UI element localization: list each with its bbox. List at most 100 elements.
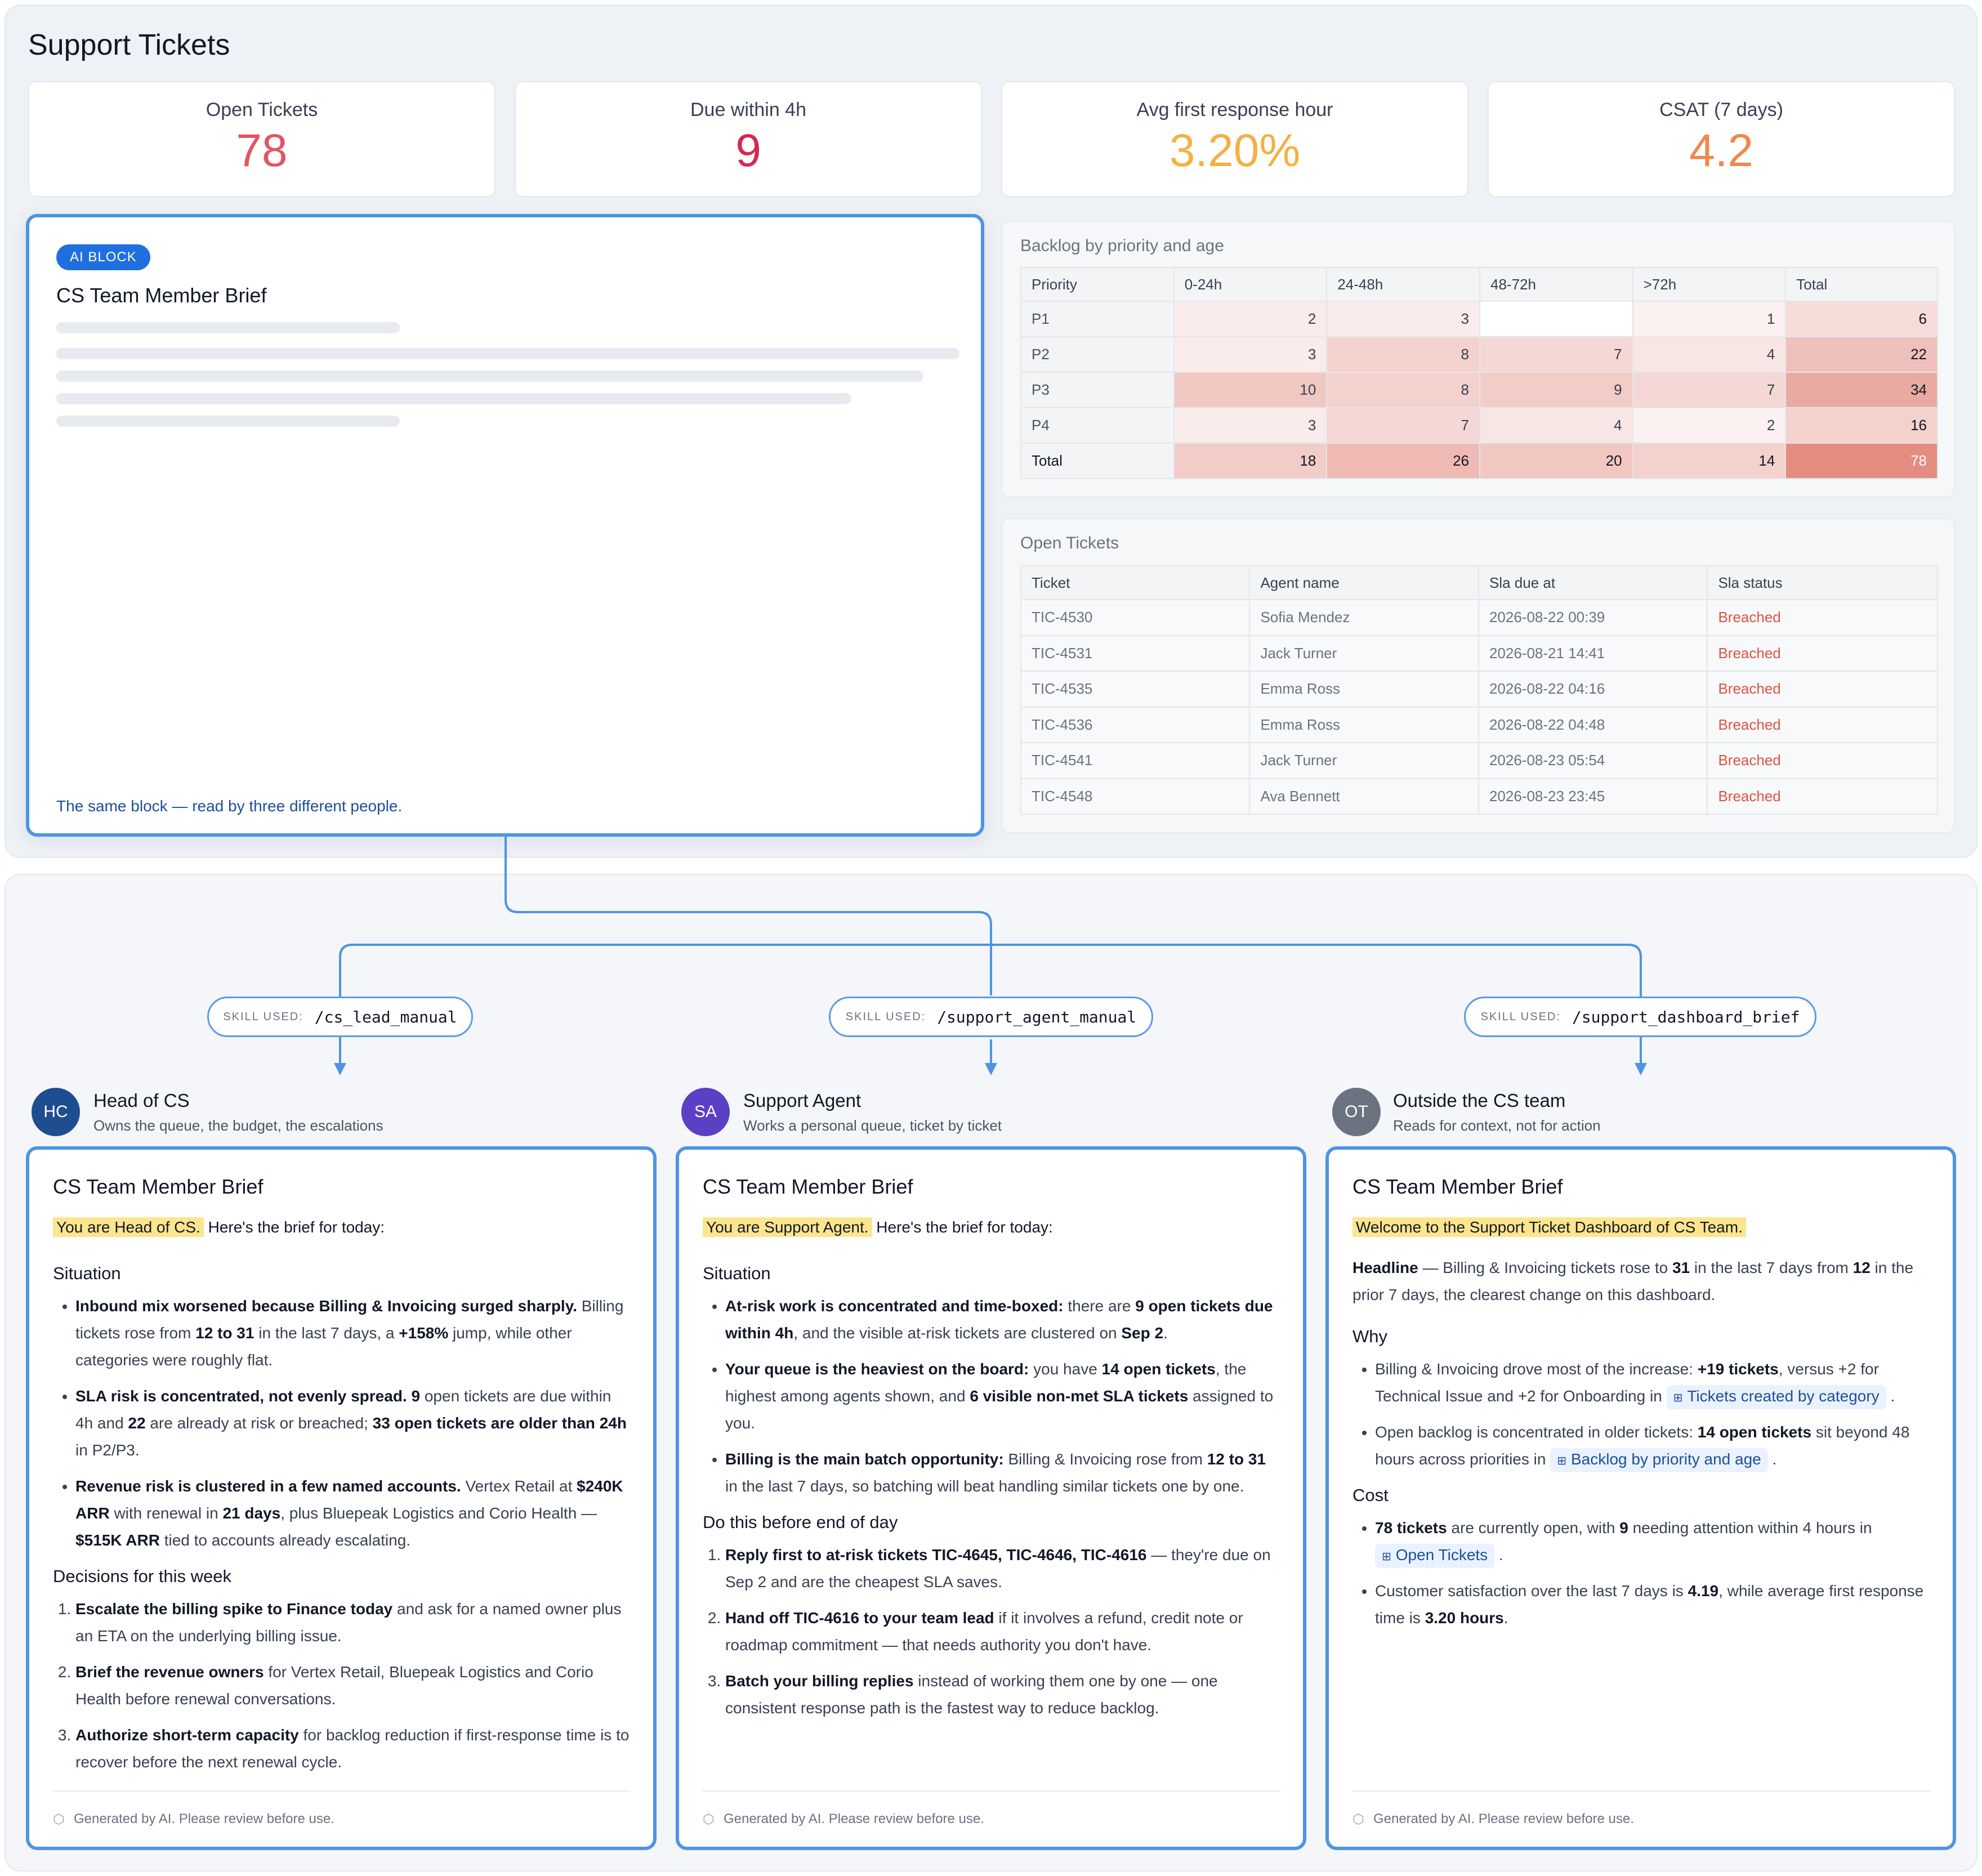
page-title: Support Tickets	[28, 29, 230, 61]
table-row[interactable]: TIC-4530 Sofia Mendez 2026-08-22 00:39 B…	[1020, 599, 1938, 636]
ai-block-card[interactable]: AI BLOCK CS Team Member Brief The same b…	[26, 214, 984, 837]
column-header[interactable]: Sla due at	[1477, 565, 1708, 600]
table-row: P1 2 3 1 6	[1020, 301, 1938, 337]
list-item: Open backlog is concentrated in older ti…	[1375, 1419, 1930, 1473]
kpi-label: CSAT (7 days)	[1659, 99, 1783, 120]
table-cell: 4	[1632, 336, 1787, 373]
headline-paragraph: Headline — Billing & Invoicing tickets r…	[1352, 1259, 1914, 1303]
brief-card-support-agent[interactable]: CS Team Member Brief You are Support Age…	[676, 1146, 1306, 1850]
list-item: Escalate the billing spike to Finance to…	[75, 1596, 631, 1650]
row-label: Total	[1020, 443, 1175, 479]
list-item: Reply first to at-risk tickets TIC-4645,…	[725, 1542, 1280, 1596]
table-cell: 16	[1785, 407, 1938, 444]
list-item: Hand off TIC-4616 to your team lead if i…	[725, 1605, 1280, 1659]
brief-footer: ⬡ Generated by AI. Please review before …	[53, 1790, 631, 1847]
arrow-head-icon	[985, 1063, 997, 1075]
brief-card-head-of-cs[interactable]: CS Team Member Brief You are Head of CS.…	[26, 1146, 657, 1850]
kpi-csat[interactable]: CSAT (7 days) 4.2	[1488, 81, 1955, 197]
todo-list: Reply first to at-risk tickets TIC-4645,…	[703, 1542, 1280, 1722]
shield-icon: ⬡	[53, 1811, 65, 1827]
kpi-label: Due within 4h	[690, 99, 806, 120]
sla-status: Breached	[1707, 742, 1938, 779]
skill-pill-support-agent[interactable]: SKILL USED: /support_agent_manual	[829, 997, 1153, 1037]
skeleton-line	[56, 370, 923, 382]
list-item: SLA risk is concentrated, not evenly spr…	[75, 1383, 631, 1464]
table-row[interactable]: TIC-4536 Emma Ross 2026-08-22 04:48 Brea…	[1020, 706, 1938, 743]
kpi-open-tickets[interactable]: Open Tickets 78	[28, 81, 496, 197]
list-item: Your queue is the heaviest on the board:…	[725, 1356, 1280, 1437]
avatar: OT	[1332, 1088, 1381, 1136]
table-row: P2 3 8 7 4 22	[1020, 336, 1938, 373]
decisions-list: Escalate the billing spike to Finance to…	[53, 1596, 631, 1776]
ticket-id: TIC-4531	[1020, 635, 1251, 672]
brief-footer: ⬡ Generated by AI. Please review before …	[1352, 1790, 1930, 1847]
persona-subtitle: Works a personal queue, ticket by ticket	[743, 1117, 1002, 1134]
column-header[interactable]: Agent name	[1249, 565, 1479, 600]
column-header[interactable]: Total	[1785, 267, 1938, 302]
ai-disclaimer: Generated by AI. Please review before us…	[1373, 1811, 1634, 1826]
table-row[interactable]: TIC-4541 Jack Turner 2026-08-23 05:54 Br…	[1020, 742, 1938, 779]
skill-pill-dashboard-brief[interactable]: SKILL USED: /support_dashboard_brief	[1464, 997, 1816, 1037]
list-item: 78 tickets are currently open, with 9 ne…	[1375, 1515, 1930, 1569]
widget-link-chip[interactable]: ⊞ Open Tickets	[1375, 1544, 1495, 1568]
table-row: P3 10 8 9 7 34	[1020, 372, 1938, 408]
brief-title: CS Team Member Brief	[53, 1175, 264, 1198]
brief-intro-text: Here's the brief for today:	[872, 1218, 1053, 1236]
shield-icon: ⬡	[1352, 1811, 1364, 1827]
section-heading: Do this before end of day	[703, 1512, 898, 1532]
column-header[interactable]: >72h	[1632, 267, 1787, 302]
sla-status: Breached	[1707, 635, 1938, 672]
list-item: Customer satisfaction over the last 7 da…	[1375, 1578, 1930, 1632]
list-item: Authorize short-term capacity for backlo…	[75, 1722, 631, 1776]
brief-highlight: Welcome to the Support Ticket Dashboard …	[1352, 1217, 1746, 1237]
table-cell: 8	[1326, 372, 1480, 408]
sla-status: Breached	[1707, 599, 1938, 636]
list-item: Revenue risk is clustered in a few named…	[75, 1473, 631, 1554]
table-row[interactable]: TIC-4531 Jack Turner 2026-08-21 14:41 Br…	[1020, 635, 1938, 672]
skeleton-line	[56, 416, 400, 427]
row-label: P1	[1020, 301, 1175, 337]
row-label: P3	[1020, 372, 1175, 408]
column-header[interactable]: 0-24h	[1173, 267, 1328, 302]
table-row[interactable]: TIC-4548 Ava Bennett 2026-08-23 23:45 Br…	[1020, 778, 1938, 815]
table-row: P4 3 7 4 2 16	[1020, 407, 1938, 444]
sla-due-at: 2026-08-23 23:45	[1477, 778, 1708, 815]
kpi-due-within-4h[interactable]: Due within 4h 9	[515, 81, 982, 197]
arrow-head-icon	[334, 1063, 346, 1075]
brief-intro: You are Support Agent. Here's the brief …	[703, 1214, 1280, 1241]
section-heading: Situation	[53, 1263, 121, 1283]
persona-name: Outside the CS team	[1393, 1090, 1566, 1111]
table-cell: 20	[1479, 443, 1633, 479]
agent-name: Sofia Mendez	[1249, 599, 1479, 636]
skill-pill-cs-lead[interactable]: SKILL USED: /cs_lead_manual	[207, 997, 473, 1037]
section-heading: Situation	[703, 1263, 771, 1283]
table-cell: 18	[1173, 443, 1328, 479]
ticket-id: TIC-4530	[1020, 599, 1251, 636]
table-cell: 7	[1326, 407, 1480, 444]
column-header[interactable]: 48-72h	[1479, 267, 1633, 302]
skeleton-line	[56, 348, 959, 359]
widget-link-chip[interactable]: ⊞ Backlog by priority and age	[1550, 1448, 1768, 1472]
kpi-avg-first-response[interactable]: Avg first response hour 3.20%	[1001, 81, 1468, 197]
agent-name: Jack Turner	[1249, 742, 1479, 779]
column-header[interactable]: 24-48h	[1326, 267, 1480, 302]
table-cell: 1	[1632, 301, 1787, 337]
table-cell	[1479, 301, 1633, 337]
open-tickets-card: Open Tickets Ticket Agent name Sla due a…	[1001, 518, 1955, 833]
shield-icon: ⬡	[703, 1811, 715, 1827]
arrow-head-icon	[1635, 1063, 1647, 1075]
brief-intro: You are Head of CS. Here's the brief for…	[53, 1214, 631, 1241]
sla-status: Breached	[1707, 706, 1938, 743]
column-header[interactable]: Sla status	[1707, 565, 1938, 600]
ticket-id: TIC-4548	[1020, 778, 1251, 815]
table-cell: 10	[1173, 372, 1328, 408]
table-row[interactable]: TIC-4535 Emma Ross 2026-08-22 04:16 Brea…	[1020, 671, 1938, 708]
column-header[interactable]: Ticket	[1020, 565, 1251, 600]
widget-link-chip[interactable]: ⊞ Tickets created by category	[1666, 1385, 1886, 1409]
skill-name: /support_dashboard_brief	[1572, 1007, 1800, 1026]
column-header[interactable]: Priority	[1020, 267, 1175, 302]
sla-due-at: 2026-08-22 04:48	[1477, 706, 1708, 743]
kpi-value: 78	[236, 125, 288, 176]
brief-card-outside-cs[interactable]: CS Team Member Brief Welcome to the Supp…	[1325, 1146, 1956, 1850]
ai-disclaimer: Generated by AI. Please review before us…	[723, 1811, 984, 1826]
